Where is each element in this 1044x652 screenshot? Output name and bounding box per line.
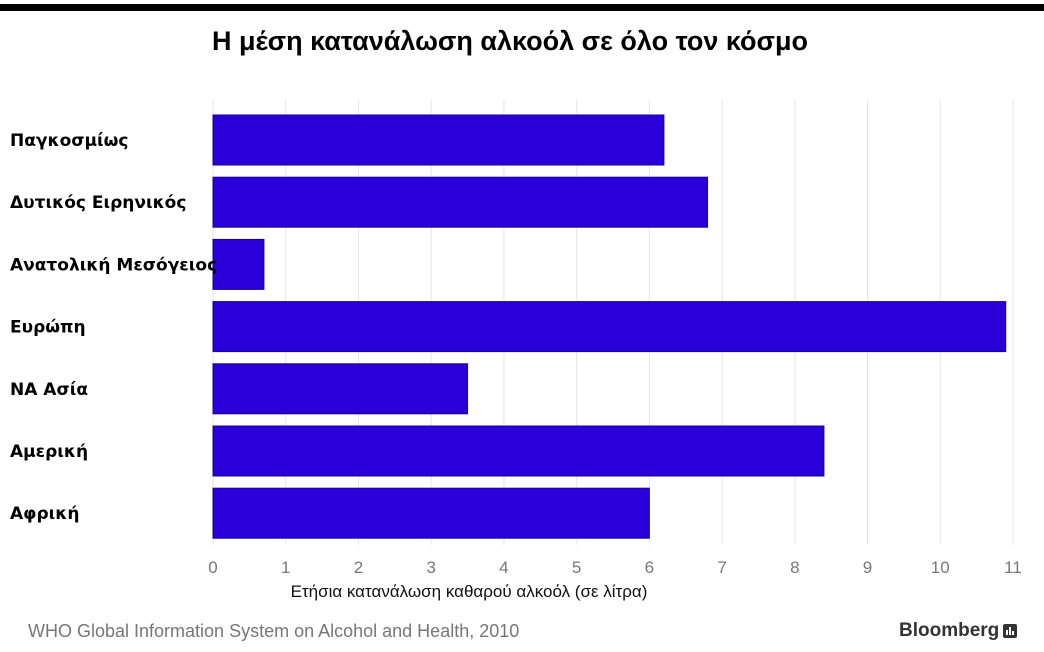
x-tick-label: 10 bbox=[931, 558, 950, 577]
x-tick-label: 0 bbox=[208, 558, 217, 577]
x-tick-label: 8 bbox=[790, 558, 799, 577]
bar bbox=[212, 425, 825, 477]
source-note: WHO Global Information System on Alcohol… bbox=[28, 621, 520, 641]
bar bbox=[212, 238, 265, 290]
brand-logo: Bloomberg bbox=[899, 620, 1018, 642]
category-label: Ευρώπη bbox=[10, 318, 86, 338]
x-tick-label: 1 bbox=[281, 558, 290, 577]
x-tick-label: 11 bbox=[1004, 558, 1022, 577]
x-tick-label: 5 bbox=[572, 558, 581, 577]
bar-chart-icon bbox=[1003, 624, 1018, 638]
category-label: Ανατολική Μεσόγειος bbox=[10, 255, 217, 275]
category-label: ΝΑ Ασία bbox=[10, 380, 88, 400]
x-tick-label: 7 bbox=[717, 558, 726, 577]
x-tick-label: 6 bbox=[645, 558, 654, 577]
top-rule bbox=[0, 4, 1044, 11]
x-axis-label: Ετήσια κατανάλωση καθαρού αλκοόλ (σε λίτ… bbox=[290, 582, 648, 601]
bar bbox=[212, 363, 469, 415]
category-label: Αμερική bbox=[10, 442, 88, 462]
bar bbox=[212, 487, 650, 539]
x-tick-label: 3 bbox=[426, 558, 435, 577]
brand-name: Bloomberg bbox=[899, 620, 1000, 641]
x-tick-label: 4 bbox=[499, 558, 508, 577]
chart-title: Η μέση κατανάλωση αλκοόλ σε όλο τον κόσμ… bbox=[211, 26, 809, 56]
bar bbox=[212, 301, 1007, 353]
bar bbox=[212, 114, 665, 166]
category-label: Δυτικός Ειρηνικός bbox=[10, 193, 186, 213]
x-tick-label: 9 bbox=[863, 558, 872, 577]
category-label: Αφρική bbox=[10, 504, 79, 524]
category-label: Παγκοσμίως bbox=[10, 131, 128, 151]
x-tick-label: 2 bbox=[354, 558, 363, 577]
bar bbox=[212, 176, 709, 228]
